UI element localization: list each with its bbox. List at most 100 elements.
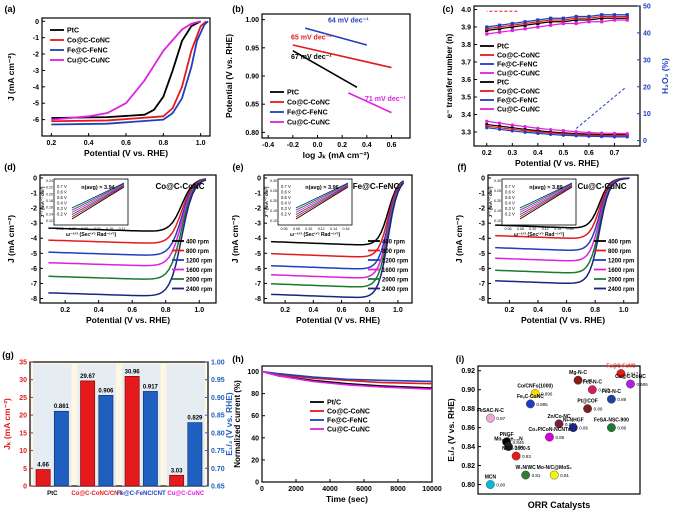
legend-a-entry: Co@C-CoNC (67, 38, 110, 45)
rde-curve-1200 rpm (495, 177, 630, 251)
rpm-label: 2000 rpm (382, 278, 408, 284)
h2o2-point (485, 126, 489, 130)
inset-y-tick: 0.25 (270, 189, 277, 193)
slope-annotation: 67 mV dec⁻¹ (291, 54, 332, 61)
y-axis-title: J (mA cm⁻²) (230, 215, 240, 263)
y-right-tick-label: 0.80 (211, 430, 225, 437)
legend-c-entry: Co@C-CoNC (497, 89, 540, 96)
kl-potential: 0.6 V (57, 190, 67, 195)
inset-x-tick: 0.06 (505, 227, 512, 231)
h2o2-point (612, 131, 617, 135)
x-axis-title: Potential (V vs. RHE) (296, 315, 380, 325)
n-point (510, 23, 514, 27)
kl-line (295, 184, 349, 213)
y-axis-title: J (mA cm⁻²) (454, 215, 464, 263)
catalyst-point (568, 423, 578, 433)
catalyst-name: W₂N/WC (516, 465, 537, 471)
kl-line (295, 182, 349, 209)
catalyst-value: 0.917 (627, 372, 639, 377)
x-tick-label: 0.2 (60, 307, 70, 314)
h2o2-point (574, 130, 578, 134)
legend-b-entry: Fe@C-FeNC (287, 110, 328, 117)
y-tick-label: 80 (251, 391, 259, 398)
n-point (497, 23, 502, 27)
sample-name: Cu@C-CuNC (577, 182, 626, 191)
catalyst-name: Cu@C-CoNC (615, 374, 646, 380)
n-point (510, 25, 514, 29)
y-right-tick-label: 20 (643, 84, 651, 91)
catalyst-value: 0.89 (617, 397, 626, 402)
h2o2-point (536, 131, 540, 135)
y-tick-label: 30 (19, 377, 27, 384)
tafel-line-Cu@C-CuNC (348, 92, 392, 114)
h2o2-point (561, 133, 565, 137)
rde-curve-800 rpm (48, 178, 207, 244)
legend-c-entry: Cu@C-CuNC (497, 71, 540, 78)
n-point (587, 14, 591, 19)
x-tick-label: 0.8 (590, 307, 600, 314)
x-tick-label: 0.4 (308, 307, 318, 314)
x-tick-label: 0.2 (280, 307, 290, 314)
kl-line (519, 185, 573, 215)
h2o2-point (549, 127, 553, 132)
legend-h-entry: Fe@C-FeNC (327, 418, 368, 425)
x-tick-label: 0.4 (362, 142, 372, 149)
x-tick-label: 8000 (390, 486, 406, 493)
y-tick-label: -7 (31, 281, 37, 288)
series-line-Fe@C-FeNC (51, 20, 209, 126)
legend-c-entry: PtC (497, 44, 509, 51)
slope-annotation: 71 mV dec⁻¹ (365, 96, 406, 103)
h2o2-point (587, 134, 591, 138)
rde-curve-400 rpm (271, 180, 404, 246)
y-tick-label: 1.00 (245, 17, 259, 24)
x-tick-label: -0.2 (287, 142, 299, 149)
panel-label: (h) (232, 354, 244, 364)
x-tick-label: 0.4 (94, 307, 104, 314)
inset-x-tick: 0.12 (542, 227, 549, 231)
y-tick-label: -7 (479, 281, 485, 288)
x-tick-label: 0.4 (533, 307, 543, 314)
h2o2-point (497, 127, 502, 131)
y-tick-label: 0.80 (245, 130, 259, 137)
n-point (497, 30, 502, 34)
y-tick-label: 3.9 (461, 25, 471, 32)
catalyst-point (607, 423, 616, 433)
inset-x-tick: 0.14 (330, 227, 337, 231)
n-point (625, 13, 629, 17)
inset-y-tick: 0.12 (46, 219, 53, 223)
x-tick-label: 0.2 (482, 150, 492, 157)
catalyst-value: 0.85 (555, 435, 564, 440)
rpm-label: 1600 rpm (382, 268, 408, 274)
n-line-Co@C-CoNC (486, 15, 628, 30)
n-point (600, 16, 604, 20)
catalyst-name: FeSAC-N-C (477, 408, 504, 414)
x-tick-label: 0.8 (161, 307, 171, 314)
catalyst-value: 0.91 (584, 378, 593, 383)
series-line-PtC (51, 20, 202, 119)
x-tick-label: 1.0 (194, 307, 204, 314)
y-tick-label: -7 (255, 281, 261, 288)
inset-x-tick: 0.12 (318, 227, 325, 231)
inset-x-title: ω⁻¹ᐟ² (Sec¹ᐟ² Rad⁻¹ᐟ²) (66, 232, 117, 238)
panel-c-frame (473, 5, 641, 147)
kl-potential: 0.2 V (57, 212, 67, 217)
legend-b-entry: PtC (287, 90, 299, 97)
y-right-axis-title: E₁/₂ (V vs. RHE) (224, 392, 234, 456)
catalyst-point (573, 375, 583, 385)
y-tick-label: -4 (31, 236, 37, 243)
kl-line (71, 184, 125, 213)
catalyst-point (607, 394, 616, 404)
y-tick-label: 60 (251, 413, 259, 420)
n-line-Fe@C-FeNC (486, 14, 628, 28)
rde-curve-1600 rpm (48, 178, 207, 267)
slope-annotation: 65 mV dec⁻¹ (291, 34, 332, 41)
panel-g-frame (29, 361, 209, 487)
inset-n-label: n(avg) = 3.96 (305, 185, 338, 191)
y-axis-title: J (mA cm⁻²) (6, 53, 16, 101)
x-tick-label: 0.2 (337, 142, 347, 149)
y-tick-label: 0.85 (245, 102, 259, 109)
n-point (549, 20, 553, 24)
inset-n-label: n(avg) = 3.94 (81, 185, 115, 191)
rde-curve-2400 rpm (495, 177, 630, 285)
bar-jk-value: 29.67 (80, 374, 96, 380)
